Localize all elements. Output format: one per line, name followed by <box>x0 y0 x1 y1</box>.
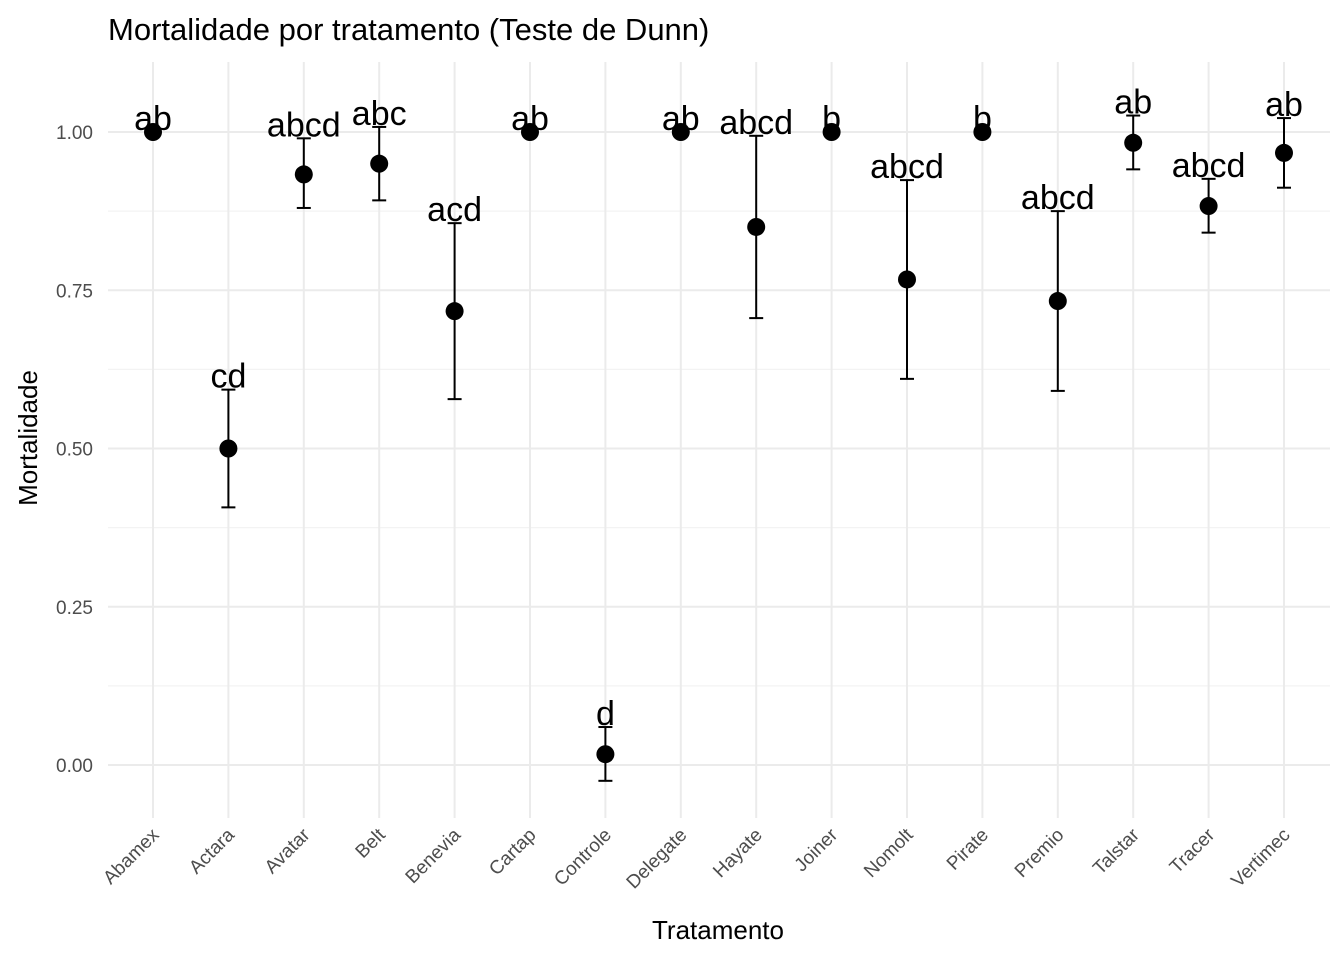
y-tick-label: 0.00 <box>56 756 93 777</box>
group-label: abc <box>352 95 407 133</box>
x-tick-label: Vertimec <box>1227 825 1294 892</box>
x-axis-ticks: Abamex Actara Avatar Belt Benevia Cartap Contr… <box>99 824 1294 893</box>
grid <box>108 62 1330 818</box>
x-tick-label: Benevia <box>402 824 466 888</box>
x-tick-label: Premio <box>1011 825 1068 882</box>
x-tick-label: Nomolt <box>860 824 918 882</box>
group-label: cd <box>210 358 246 396</box>
x-tick-label: Abamex <box>99 824 163 888</box>
data-point <box>1124 133 1143 152</box>
group-label: ab <box>511 100 549 138</box>
x-tick-label: Delegate <box>623 825 692 894</box>
group-label: ab <box>1265 86 1303 124</box>
data-point <box>521 123 539 141</box>
group-label: d <box>596 695 615 733</box>
x-tick-label: Talstar <box>1089 824 1144 879</box>
data-point <box>1048 292 1067 311</box>
x-tick-label: Avatar <box>261 824 315 878</box>
y-axis-title: Mortalidade <box>13 370 43 506</box>
data-point <box>370 154 389 173</box>
group-label: abcd <box>1172 147 1246 185</box>
y-tick-label: 0.50 <box>56 440 93 461</box>
data-point <box>294 165 313 184</box>
data-point <box>973 123 992 141</box>
y-axis-ticks: 0.00 0.25 0.50 0.75 1.00 <box>56 123 93 777</box>
y-tick-label: 0.75 <box>56 281 93 302</box>
chart-title: Mortalidade por tratamento (Teste de Dun… <box>108 12 709 47</box>
x-tick-label: Controle <box>550 825 616 891</box>
data-point <box>1275 143 1293 162</box>
group-label: b <box>822 100 841 138</box>
x-tick-label: Tracer <box>1166 824 1220 878</box>
y-tick-label: 0.25 <box>56 598 93 619</box>
group-label: ab <box>662 100 700 138</box>
x-tick-label: Belt <box>352 824 391 863</box>
group-label: b <box>973 100 992 138</box>
x-tick-label: Actara <box>185 824 239 878</box>
data-point <box>144 123 162 141</box>
group-label: acd <box>427 191 482 229</box>
data-point <box>822 123 841 141</box>
group-label: abcd <box>719 104 793 142</box>
data-point <box>671 123 690 141</box>
data-point <box>219 439 238 458</box>
y-tick-label: 1.00 <box>56 123 93 144</box>
x-tick-label: Cartap <box>485 825 540 880</box>
data-point <box>445 302 464 321</box>
x-tick-label: Joiner <box>791 824 843 876</box>
data-point <box>898 270 916 289</box>
group-label: abcd <box>1021 179 1095 217</box>
group-label: abcd <box>870 148 944 186</box>
group-label: ab <box>134 100 172 138</box>
data-point <box>747 217 766 236</box>
group-label: ab <box>1114 84 1152 122</box>
data-point <box>1199 197 1218 216</box>
x-tick-label: Pirate <box>943 825 993 875</box>
x-tick-label: Hayate <box>709 825 766 882</box>
group-label: abcd <box>267 106 341 144</box>
data-point <box>596 745 615 764</box>
x-axis-title: Tratamento <box>652 915 784 945</box>
